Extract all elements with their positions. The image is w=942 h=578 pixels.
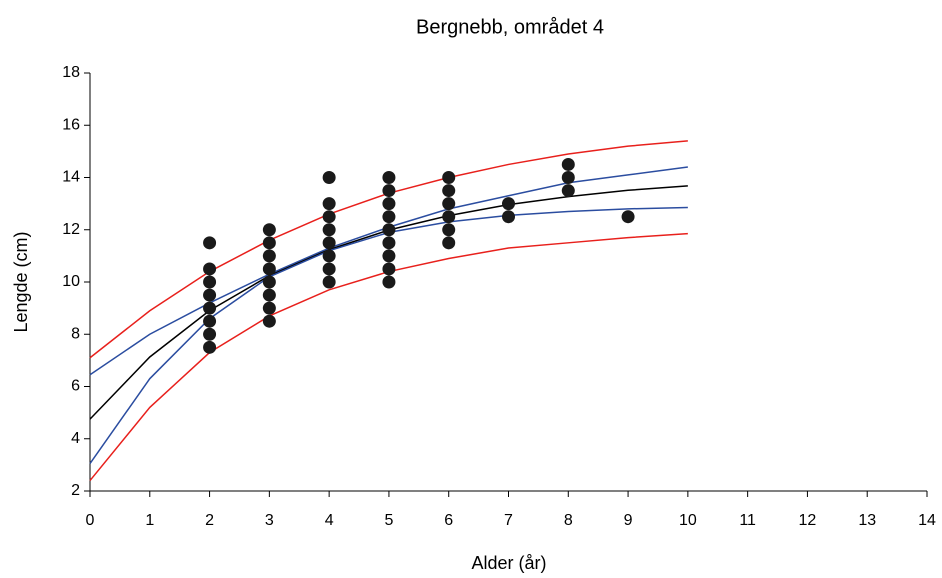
y-tick-label: 10 <box>62 273 80 290</box>
data-point <box>262 223 276 237</box>
y-tick-label: 2 <box>71 482 80 499</box>
x-tick-label: 9 <box>624 512 633 529</box>
data-point <box>203 340 217 354</box>
x-tick-label: 6 <box>444 512 453 529</box>
data-point <box>262 314 276 328</box>
data-point <box>382 223 396 237</box>
data-point <box>203 262 217 276</box>
data-point <box>203 275 217 289</box>
data-point <box>322 210 336 224</box>
data-point <box>203 301 217 315</box>
data-point <box>262 236 276 250</box>
x-tick-label: 3 <box>265 512 274 529</box>
data-point <box>621 210 635 224</box>
x-tick-label: 7 <box>504 512 513 529</box>
data-point <box>442 236 456 250</box>
data-point <box>262 249 276 263</box>
data-point <box>442 184 456 198</box>
y-axis-label: Lengde (cm) <box>11 231 31 332</box>
data-point <box>382 171 396 184</box>
x-axis-label: Alder (år) <box>471 553 546 573</box>
x-tick-label: 1 <box>145 512 154 529</box>
data-point <box>442 197 456 211</box>
data-point <box>382 197 396 211</box>
data-point <box>322 249 336 263</box>
x-tick-label: 8 <box>564 512 573 529</box>
data-point <box>322 171 336 184</box>
data-point <box>322 262 336 276</box>
data-point <box>203 288 217 302</box>
data-point <box>502 197 515 211</box>
data-point <box>502 210 515 224</box>
data-point <box>442 223 456 237</box>
y-tick-label: 12 <box>62 221 80 238</box>
x-tick-label: 14 <box>918 512 936 529</box>
data-point <box>322 236 336 250</box>
y-tick-label: 18 <box>62 64 80 81</box>
data-point <box>322 275 336 289</box>
data-point <box>203 236 217 250</box>
data-point <box>561 157 575 171</box>
data-point <box>203 327 217 341</box>
y-tick-label: 8 <box>71 325 80 342</box>
data-point <box>262 262 276 276</box>
x-tick-label: 4 <box>325 512 334 529</box>
x-tick-label: 10 <box>679 512 697 529</box>
x-tick-label: 13 <box>858 512 876 529</box>
data-point <box>382 184 396 198</box>
x-tick-label: 12 <box>799 512 817 529</box>
y-tick-label: 6 <box>71 378 80 395</box>
data-point <box>561 171 575 184</box>
data-point <box>382 210 396 224</box>
data-point <box>442 210 456 224</box>
y-tick-label: 16 <box>62 116 80 133</box>
x-tick-label: 5 <box>384 512 393 529</box>
data-point <box>262 275 276 289</box>
data-point <box>203 314 217 328</box>
x-tick-label: 0 <box>86 512 95 529</box>
y-tick-label: 14 <box>62 169 80 186</box>
data-point <box>382 249 396 263</box>
data-point <box>262 301 276 315</box>
data-point <box>262 288 276 302</box>
y-tick-label: 4 <box>71 430 80 447</box>
x-tick-label: 2 <box>205 512 214 529</box>
data-point <box>322 197 336 211</box>
data-point <box>561 184 575 198</box>
data-point <box>382 262 396 276</box>
data-point <box>382 275 396 289</box>
data-point <box>382 236 396 250</box>
data-point <box>322 223 336 237</box>
x-tick-label: 11 <box>739 512 756 529</box>
chart-title: Bergnebb, området 4 <box>416 16 604 38</box>
data-point <box>442 171 456 184</box>
